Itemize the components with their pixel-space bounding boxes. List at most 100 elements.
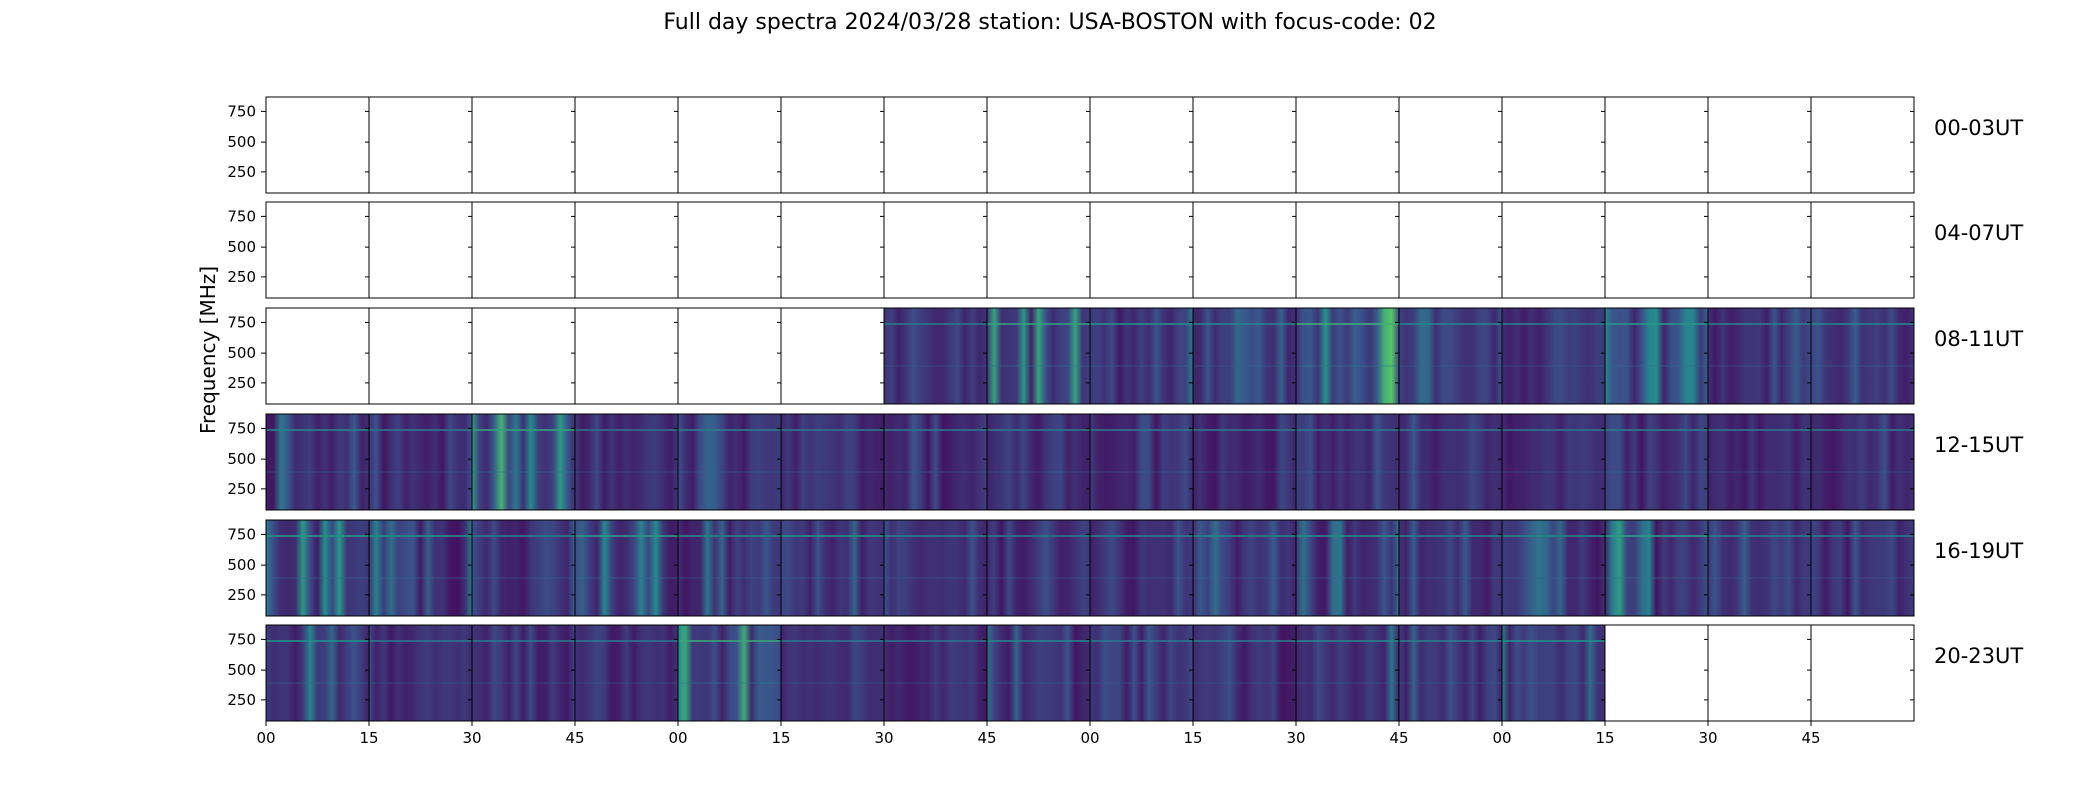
y-tick-label: 500 — [227, 344, 256, 362]
spectrum-panel — [1296, 308, 1399, 404]
spectrum-panel — [884, 625, 987, 721]
empty-panel — [1193, 202, 1296, 298]
spectrum-panel — [678, 520, 781, 616]
spectrum-panel — [987, 414, 1090, 510]
spectrum-panel — [1708, 308, 1811, 404]
spectrum-panel — [1811, 520, 1914, 616]
y-tick-label: 500 — [227, 661, 256, 679]
spectrum-panel — [1090, 520, 1193, 616]
y-tick-label: 500 — [227, 133, 256, 151]
empty-panel — [266, 202, 369, 298]
empty-panel — [987, 202, 1090, 298]
spectra-grid: 75050025000-03UT75050025004-07UT75050025… — [0, 0, 2100, 800]
spectrum-panel — [1502, 308, 1605, 404]
y-tick-label: 250 — [227, 691, 256, 709]
x-tick-label: 15 — [771, 729, 790, 747]
empty-panel — [1708, 625, 1811, 721]
y-tick-label: 750 — [227, 313, 256, 331]
empty-panel — [1502, 202, 1605, 298]
spectrum-panel — [1090, 308, 1193, 404]
spectrum-panel — [1193, 414, 1296, 510]
empty-panel — [1296, 202, 1399, 298]
empty-panel — [884, 97, 987, 193]
spectrum-panel — [781, 414, 884, 510]
spectrum-panel — [1399, 414, 1502, 510]
spectrum-panel — [266, 414, 369, 510]
spectra-row: 750 500 250 04-07UT — [227, 202, 2023, 298]
spectrum-panel — [369, 625, 472, 721]
y-tick-label: 500 — [227, 238, 256, 256]
row-label: 20-23UT — [1934, 644, 2023, 668]
spectrum-panel — [1193, 520, 1296, 616]
empty-panel — [1811, 97, 1914, 193]
empty-panel — [1605, 97, 1708, 193]
empty-panel — [369, 308, 472, 404]
y-tick-label: 250 — [227, 374, 256, 392]
x-tick-label: 00 — [1080, 729, 1099, 747]
empty-panel — [1399, 97, 1502, 193]
spectrum-panel — [1090, 625, 1193, 721]
spectrum-panel — [1502, 625, 1605, 721]
empty-panel — [1193, 97, 1296, 193]
empty-panel — [369, 202, 472, 298]
x-tick-label: 30 — [462, 729, 481, 747]
spectrum-panel — [575, 625, 678, 721]
empty-panel — [1605, 202, 1708, 298]
spectrum-panel — [575, 520, 678, 616]
y-tick-label: 750 — [227, 630, 256, 648]
y-tick-label: 750 — [227, 207, 256, 225]
empty-panel — [1090, 202, 1193, 298]
spectrum-panel — [678, 625, 781, 721]
x-tick-label: 00 — [668, 729, 687, 747]
empty-panel — [369, 97, 472, 193]
spectrum-panel — [1605, 520, 1708, 616]
x-tick-label: 00 — [256, 729, 275, 747]
empty-panel — [575, 97, 678, 193]
spectra-row: 75050025000-03UT — [227, 97, 2023, 193]
empty-panel — [1811, 202, 1914, 298]
y-tick-label: 250 — [227, 268, 256, 286]
spectrum-panel — [781, 520, 884, 616]
spectrum-panel — [1502, 414, 1605, 510]
empty-panel — [1090, 97, 1193, 193]
spectra-row: 75050025012-15UT — [227, 414, 2023, 510]
x-tick-label: 15 — [359, 729, 378, 747]
spectrum-panel — [1502, 520, 1605, 616]
spectrum-panel — [266, 520, 369, 616]
spectrum-panel — [1090, 414, 1193, 510]
empty-panel — [575, 202, 678, 298]
x-tick-label: 30 — [874, 729, 893, 747]
spectrum-panel — [1296, 414, 1399, 510]
y-tick-label: 500 — [227, 556, 256, 574]
row-label: 08-11UT — [1934, 327, 2023, 351]
empty-panel — [781, 202, 884, 298]
y-tick-label: 750 — [227, 525, 256, 543]
x-tick-label: 00 — [1492, 729, 1511, 747]
x-tick-label: 30 — [1286, 729, 1305, 747]
spectrum-panel — [1708, 520, 1811, 616]
empty-panel — [678, 308, 781, 404]
spectrum-panel — [987, 625, 1090, 721]
empty-panel — [266, 308, 369, 404]
empty-panel — [781, 97, 884, 193]
x-tick-label: 15 — [1183, 729, 1202, 747]
empty-panel — [472, 308, 575, 404]
spectrum-panel — [987, 520, 1090, 616]
spectrum-panel — [472, 520, 575, 616]
spectrum-panel — [781, 625, 884, 721]
empty-panel — [1811, 625, 1914, 721]
empty-panel — [472, 202, 575, 298]
x-tick-label: 45 — [565, 729, 584, 747]
y-tick-label: 250 — [227, 163, 256, 181]
spectrum-panel — [678, 414, 781, 510]
spectrum-panel — [1399, 520, 1502, 616]
spectra-row: 750 500 250 08-11UT — [227, 308, 2023, 404]
y-tick-label: 250 — [227, 480, 256, 498]
y-tick-label: 250 — [227, 586, 256, 604]
spectrum-panel — [987, 308, 1090, 404]
row-label: 04-07UT — [1934, 221, 2023, 245]
row-label: 16-19UT — [1934, 539, 2023, 563]
spectrum-panel — [1811, 414, 1914, 510]
y-tick-label: 750 — [227, 102, 256, 120]
spectrum-panel — [884, 414, 987, 510]
